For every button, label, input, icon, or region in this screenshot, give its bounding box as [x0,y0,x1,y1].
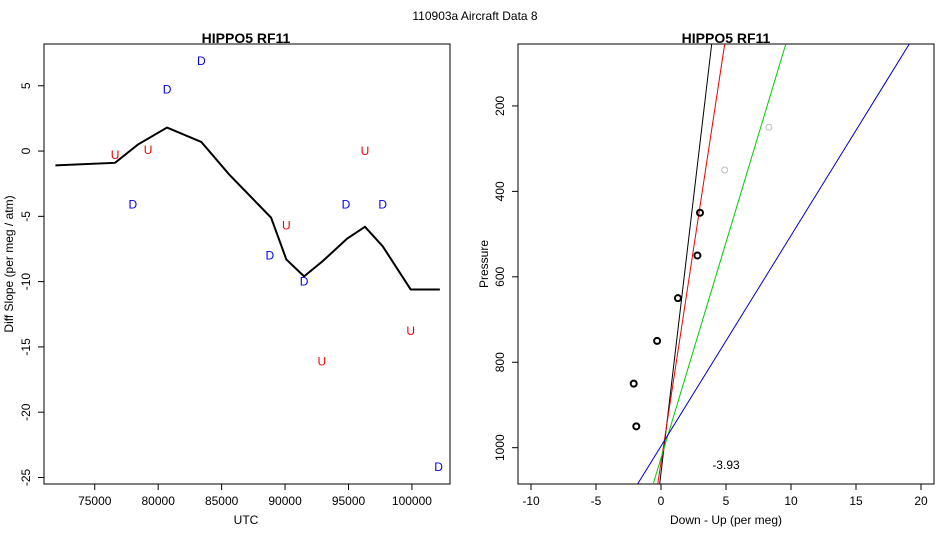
left-marker-up: U [318,354,327,368]
left-panel: HIPPO5 RF11 75000 80000 85000 90000 95000 100… [2,30,451,527]
left-marker-down: D [163,83,172,97]
super-title: 110903a Aircraft Data 8 [412,9,538,23]
left-marker-down: D [342,198,351,212]
left-x-tick-label: 75000 [78,494,112,508]
right-x-tick-label: -5 [591,494,602,508]
right-fit-line-3 [637,44,910,484]
left-x-tick-label: 100000 [392,494,432,508]
right-panel: HIPPO5 RF11 -10 -5 0 5 10 15 20 200 400 600 800 10… [477,30,935,527]
right-fit-line-group [637,44,910,484]
left-marker-down: D [378,198,387,212]
left-marker-up: U [361,144,370,158]
left-x-tick-label: 95000 [332,494,366,508]
left-y-tick-label: -15 [19,338,33,356]
right-x-axis-label: Down - Up (per meg) [670,513,782,527]
right-y-tick-label: 800 [493,352,507,372]
left-y-tick-label: 0 [19,147,33,154]
right-y-tick-label: 200 [493,96,507,116]
left-marker-up: U [111,148,120,162]
right-y-axis-label: Pressure [477,240,491,288]
left-plot-frame [43,43,451,485]
left-y-axis: -25 -20 -15 -10 -5 0 5 [19,82,44,486]
left-marker-down: D [300,275,309,289]
left-series-line-group [55,126,440,291]
left-marker-down: D [434,460,443,474]
right-x-tick-label: 20 [914,494,928,508]
right-x-tick-label: 0 [658,494,665,508]
left-x-axis: 75000 80000 85000 90000 95000 100000 [78,484,432,508]
right-data-point [632,422,641,431]
left-x-tick-label: 85000 [205,494,239,508]
left-marker-down: D [266,249,275,263]
right-data-point [721,166,729,174]
left-marker-down: D [197,54,206,68]
right-data-point [696,208,704,217]
right-y-tick-label: 1000 [493,434,507,461]
right-data-point [673,294,682,303]
left-marker-up: U [282,218,291,232]
right-y-tick-label: 600 [493,266,507,286]
left-y-axis-label: Diff Slope (per meg / atm) [2,195,16,332]
right-x-tick-label: -10 [522,494,540,508]
left-y-tick-label: -10 [19,273,33,291]
left-marker-group: U U D D D D U D U D U D U D [111,54,444,474]
left-marker-up: U [144,143,153,157]
right-y-tick-label: 400 [493,181,507,201]
left-x-tick-label: 80000 [142,494,176,508]
left-chart-title: HIPPO5 RF11 [202,30,291,46]
left-marker-down: D [128,198,137,212]
right-x-tick-label: 10 [784,494,798,508]
left-x-axis-label: UTC [234,513,259,527]
right-fit-line-2 [652,44,787,484]
right-data-point [653,336,662,345]
left-marker-up: U [406,324,415,338]
left-x-tick-label: 90000 [268,494,302,508]
left-series-line [55,126,440,291]
left-y-tick-label: -25 [19,468,33,486]
left-y-tick-label: -5 [19,211,33,222]
right-annotation: -3.93 [712,458,740,472]
right-data-point [765,123,773,131]
left-y-tick-label: -20 [19,403,33,421]
right-x-tick-label: 15 [849,494,863,508]
right-data-point [693,251,702,260]
right-plot-frame [517,43,935,485]
right-data-point [629,379,638,388]
right-point-group [629,123,773,431]
right-x-tick-label: 5 [723,494,730,508]
right-fit-line-0 [659,44,713,484]
right-y-axis: 200 400 600 800 1000 [493,96,518,461]
right-x-axis: -10 -5 0 5 10 15 20 [522,484,928,508]
left-y-tick-label: 5 [19,82,33,89]
right-chart-title: HIPPO5 RF11 [682,30,771,46]
right-fit-line-1 [657,44,726,484]
